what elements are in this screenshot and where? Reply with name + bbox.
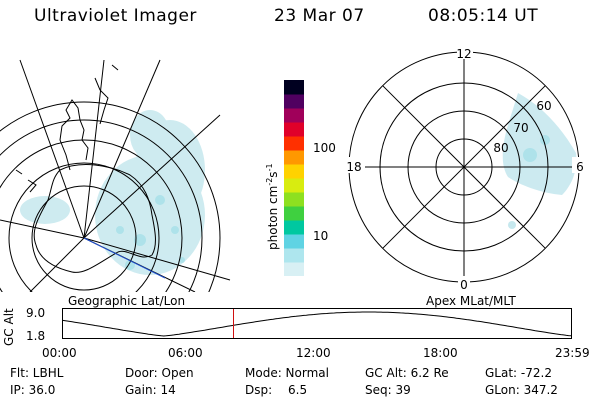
altitude-plot: [62, 308, 572, 339]
mlat-label-80: 80: [493, 141, 508, 155]
polar-plot: 12 18 6 0 60 70 80: [343, 45, 586, 292]
glon-info: GLon: 347.2: [485, 383, 558, 397]
colorbar-unit-label: photon cm-2s-1: [265, 163, 280, 250]
dsp-value: 6.5: [288, 383, 308, 397]
xtick-1800: 18:00: [423, 346, 458, 360]
polar-grid: [348, 51, 580, 283]
colorbar-gradient: [284, 80, 304, 277]
altitude-ytick-1-8: 1.8: [26, 329, 46, 343]
colorbar-segment: [284, 80, 304, 95]
colorbar-segment: [284, 220, 304, 235]
flt-info: Flt: LBHL: [10, 366, 64, 380]
altitude-plot-frame: [62, 308, 572, 339]
colorbar-tick-100: 100: [313, 141, 336, 155]
colorbar-segment: [284, 206, 304, 221]
aurora-emission-geo: [20, 110, 205, 275]
gain-info: Gain: 14: [125, 383, 176, 397]
colorbar-segment: [284, 248, 304, 263]
dsp-label: Dsp:: [245, 383, 273, 397]
geographic-map: [0, 59, 231, 292]
altitude-ylabel: GC Alt: [2, 308, 16, 346]
geo-panel-label: Geographic Lat/Lon: [68, 294, 186, 308]
mlt-label-18: 18: [346, 160, 361, 174]
polar-panel-label: Apex MLat/MLT: [426, 294, 516, 308]
mlat-label-60: 60: [536, 99, 551, 113]
time-label: 08:05:14 UT: [428, 6, 539, 26]
mode-info: Mode: Normal: [245, 366, 329, 380]
colorbar-segment: [284, 108, 304, 123]
seq-info: Seq: 39: [365, 383, 411, 397]
aurora-emission-polar: [502, 93, 577, 229]
glat-info: GLat: -72.2: [485, 366, 552, 380]
colorbar: [284, 80, 304, 277]
colorbar-segment: [284, 234, 304, 249]
xtick-1200: 12:00: [296, 346, 331, 360]
gcalt-info: GC Alt: 6.2 Re: [365, 366, 449, 380]
colorbar-segment: [284, 164, 304, 179]
colorbar-tick-10: 10: [313, 229, 329, 243]
xtick-0600: 06:00: [168, 346, 203, 360]
colorbar-segment: [284, 94, 304, 109]
coastlines: [15, 64, 156, 273]
latitude-circles: [0, 101, 221, 292]
colorbar-segment: [284, 178, 304, 193]
mlat-label-70: 70: [513, 121, 528, 135]
aurora-speckle-geo: [116, 195, 185, 270]
terminator-line: [83, 237, 166, 279]
colorbar-segment: [284, 192, 304, 207]
altitude-curve: [62, 311, 572, 337]
altitude-ytick-9: 9.0: [26, 306, 46, 320]
instrument-title: Ultraviolet Imager: [34, 6, 197, 26]
colorbar-segment: [284, 262, 304, 277]
xtick-2359: 23:59: [555, 346, 590, 360]
date-label: 23 Mar 07: [274, 6, 365, 26]
mlt-label-6: 6: [576, 160, 584, 174]
mlt-label-12: 12: [456, 47, 471, 61]
colorbar-segment: [284, 150, 304, 165]
ip-info: IP: 36.0: [10, 383, 56, 397]
colorbar-segment: [284, 136, 304, 151]
xtick-0000: 00:00: [42, 346, 77, 360]
door-info: Door: Open: [125, 366, 194, 380]
colorbar-segment: [284, 122, 304, 137]
mlt-label-0: 0: [460, 278, 468, 292]
